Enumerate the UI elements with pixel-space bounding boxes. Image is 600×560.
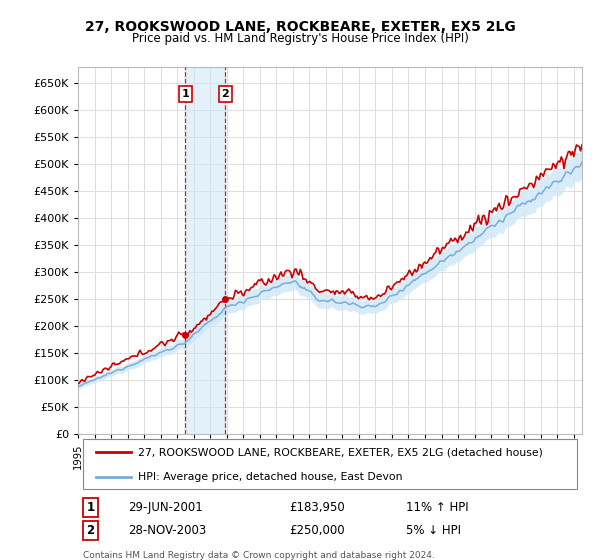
Text: £250,000: £250,000 <box>290 524 346 537</box>
Text: HPI: Average price, detached house, East Devon: HPI: Average price, detached house, East… <box>139 472 403 482</box>
Text: 11% ↑ HPI: 11% ↑ HPI <box>406 501 468 514</box>
Bar <box>185 67 226 434</box>
Text: 28-NOV-2003: 28-NOV-2003 <box>128 524 206 537</box>
Text: 5% ↓ HPI: 5% ↓ HPI <box>406 524 461 537</box>
Text: Contains HM Land Registry data © Crown copyright and database right 2024.
This d: Contains HM Land Registry data © Crown c… <box>83 551 435 560</box>
Text: 27, ROOKSWOOD LANE, ROCKBEARE, EXETER, EX5 2LG: 27, ROOKSWOOD LANE, ROCKBEARE, EXETER, E… <box>85 20 515 34</box>
Text: 2: 2 <box>86 524 95 537</box>
Text: 1: 1 <box>86 501 95 514</box>
Text: £183,950: £183,950 <box>290 501 346 514</box>
Text: 27, ROOKSWOOD LANE, ROCKBEARE, EXETER, EX5 2LG (detached house): 27, ROOKSWOOD LANE, ROCKBEARE, EXETER, E… <box>139 447 544 458</box>
Text: 2: 2 <box>221 89 229 99</box>
Text: 29-JUN-2001: 29-JUN-2001 <box>128 501 203 514</box>
Text: Price paid vs. HM Land Registry's House Price Index (HPI): Price paid vs. HM Land Registry's House … <box>131 32 469 45</box>
Text: 1: 1 <box>182 89 189 99</box>
